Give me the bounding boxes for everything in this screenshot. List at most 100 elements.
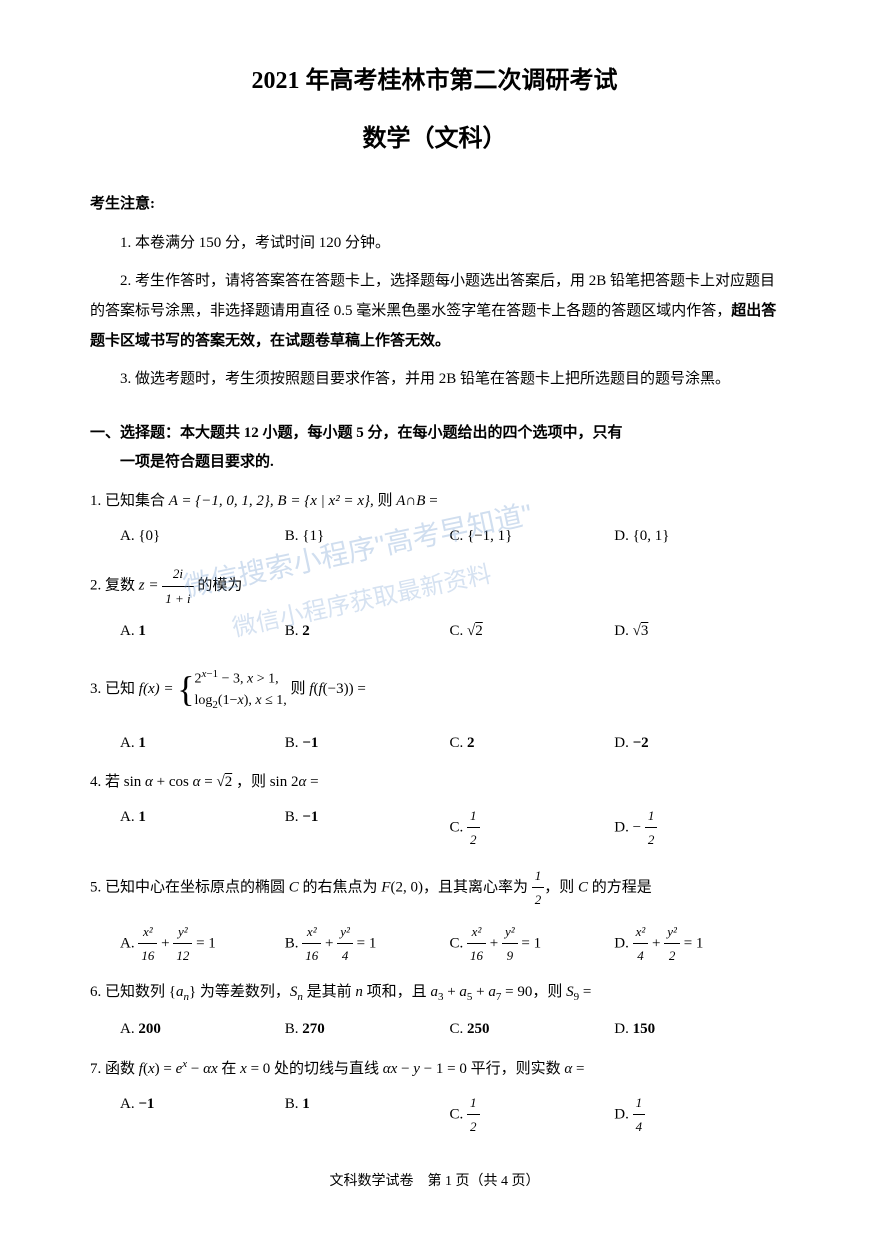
question-2: 2. 复数 z = 2i1 + i 的模为 A. 1 B. 2 C. √2 D.… [90, 562, 779, 645]
q2-b-val: 2 [302, 623, 310, 639]
label-a: A. [120, 623, 135, 639]
label-b: B. [285, 623, 299, 639]
q4-text: 若 sin α + cos α = √2 ，则 sin 2α = [105, 774, 319, 790]
q2-option-b: B. 2 [285, 618, 450, 645]
q2-frac: 2i1 + i [162, 562, 193, 610]
q3-prefix: 已知 [105, 681, 139, 697]
q7-options: A. −1 B. 1 C. 12 D. 14 [120, 1091, 779, 1139]
q5-b-f2d: 4 [337, 944, 353, 967]
q5-frac: 12 [532, 864, 545, 912]
q5-option-a: A. x²16 + y²12 = 1 [120, 920, 285, 968]
q4-option-b: B. −1 [285, 804, 450, 852]
label-d: D. [614, 735, 629, 751]
q4-c-frac: 12 [467, 804, 480, 852]
q1-prefix: 已知集合 [105, 493, 169, 509]
question-6-text: 6. 已知数列 {an} 为等差数列，Sn 是其前 n 项和，且 a3 + a5… [90, 979, 779, 1008]
label-d: D. [614, 528, 629, 544]
q7-option-c: C. 12 [450, 1091, 615, 1139]
question-4: 4. 若 sin α + cos α = √2 ，则 sin 2α = A. 1… [90, 769, 779, 852]
q3-num: 3. [90, 681, 101, 697]
q5-a-f2: y²12 [173, 920, 192, 968]
q7-option-d: D. 14 [614, 1091, 779, 1139]
q5-b-f1n: x² [302, 920, 321, 944]
q7-b-val: 1 [302, 1096, 310, 1112]
section-1-line1: 一、选择题：本大题共 12 小题，每小题 5 分，在每小题给出的四个选项中，只有 [90, 425, 623, 441]
label-a: A. [120, 735, 135, 751]
q2-num: 2. [90, 578, 101, 594]
q1-suffix: , 则 A∩B = [370, 493, 438, 509]
q1-options: A. {0} B. {1} C. {−1, 1} D. {0, 1} [120, 523, 779, 550]
q7-option-a: A. −1 [120, 1091, 285, 1139]
q7-text: 函数 f(x) = ex − αx 在 x = 0 处的切线与直线 αx − y… [105, 1061, 584, 1077]
label-b: B. [285, 528, 299, 544]
q4-option-a: A. 1 [120, 804, 285, 852]
q5-d-f1n: x² [633, 920, 649, 944]
q7-d-den: 4 [633, 1115, 646, 1138]
q2-option-c: C. √2 [450, 618, 615, 645]
question-5-text: 5. 已知中心在坐标原点的椭圆 C 的右焦点为 F(2, 0)，且其离心率为 1… [90, 864, 779, 912]
q2-frac-den: 1 + i [162, 587, 193, 610]
q5-suffix: ，则 C 的方程是 [544, 879, 652, 895]
question-7-text: 7. 函数 f(x) = ex − αx 在 x = 0 处的切线与直线 αx … [90, 1055, 779, 1083]
notice-item-2: 2. 考生作答时，请将答案答在答题卡上，选择题每小题选出答案后，用 2B 铅笔把… [90, 266, 779, 356]
q5-a-f1d: 16 [138, 944, 157, 967]
q7-c-num: 1 [467, 1091, 480, 1115]
question-2-text: 2. 复数 z = 2i1 + i 的模为 [90, 562, 779, 610]
q2-options: A. 1 B. 2 C. √2 D. √3 [120, 618, 779, 645]
q2-d-val: √3 [633, 623, 649, 639]
q4-num: 4. [90, 774, 101, 790]
q3-pw-r1: 2x−1 − 3, x > 1, [195, 666, 287, 690]
question-6: 6. 已知数列 {an} 为等差数列，Sn 是其前 n 项和，且 a3 + a5… [90, 979, 779, 1043]
q6-c-val: 250 [467, 1021, 490, 1037]
q6-option-c: C. 250 [450, 1016, 615, 1043]
q2-prefix: 复数 [105, 578, 139, 594]
q2-c-val: √2 [467, 623, 483, 639]
q2-suffix: 的模为 [194, 578, 243, 594]
label-c: C. [450, 1021, 464, 1037]
notice-item-3: 3. 做选考题时，考生须按照题目要求作答，并用 2B 铅笔在答题卡上把所选题目的… [90, 364, 779, 394]
q5-b-f2: y²4 [337, 920, 353, 968]
label-d: D. [614, 623, 629, 639]
label-d: D. [614, 1106, 629, 1122]
q5-d-f2: y²2 [664, 920, 680, 968]
q5-d-f1d: 4 [633, 944, 649, 967]
notice-item-2-text: 2. 考生作答时，请将答案答在答题卡上，选择题每小题选出答案后，用 2B 铅笔把… [90, 273, 775, 319]
label-b: B. [285, 809, 299, 825]
q1-d-val: {0, 1} [633, 528, 670, 544]
q6-option-a: A. 200 [120, 1016, 285, 1043]
label-a: A. [120, 528, 135, 544]
label-a: A. [120, 809, 135, 825]
label-c: C. [450, 819, 464, 835]
question-3-text: 3. 已知 f(x) = {2x−1 − 3, x > 1,log2(1−x),… [90, 657, 779, 722]
q2-option-a: A. 1 [120, 618, 285, 645]
q5-c-f2d: 9 [502, 944, 518, 967]
q6-text: 已知数列 {an} 为等差数列，Sn 是其前 n 项和，且 a3 + a5 + … [105, 984, 591, 1000]
question-1-text: 1. 已知集合 A = {−1, 0, 1, 2}, B = {x | x² =… [90, 488, 779, 515]
q4-d-num: 1 [645, 804, 658, 828]
label-d: D. [614, 1021, 629, 1037]
notice-header: 考生注意: [90, 191, 779, 218]
q3-piecewise: 2x−1 − 3, x > 1,log2(1−x), x ≤ 1, [195, 666, 287, 713]
q5-c-f2: y²9 [502, 920, 518, 968]
question-4-text: 4. 若 sin α + cos α = √2 ，则 sin 2α = [90, 769, 779, 796]
label-c: C. [450, 735, 464, 751]
q1-c-val: {−1, 1} [467, 528, 512, 544]
q5-b-f1d: 16 [302, 944, 321, 967]
q3-c-val: 2 [467, 735, 475, 751]
q5-option-b: B. x²16 + y²4 = 1 [285, 920, 450, 968]
q5-frac-den: 2 [532, 888, 545, 911]
label-a: A. [120, 935, 135, 951]
q5-c-f1: x²16 [467, 920, 486, 968]
q1-b-val: {1} [302, 528, 324, 544]
q6-num: 6. [90, 984, 101, 1000]
q5-a-f2n: y² [173, 920, 192, 944]
title-main: 2021 年高考桂林市第二次调研考试 [90, 60, 779, 103]
q4-a-val: 1 [138, 809, 146, 825]
q5-prefix: 已知中心在坐标原点的椭圆 C 的右焦点为 F(2, 0)，且其离心率为 [105, 879, 532, 895]
q7-num: 7. [90, 1061, 101, 1077]
label-d: D. [614, 935, 629, 951]
label-b: B. [285, 935, 299, 951]
q5-a-f1: x²16 [138, 920, 157, 968]
label-c: C. [450, 528, 464, 544]
q4-option-d: D. − 12 [614, 804, 779, 852]
